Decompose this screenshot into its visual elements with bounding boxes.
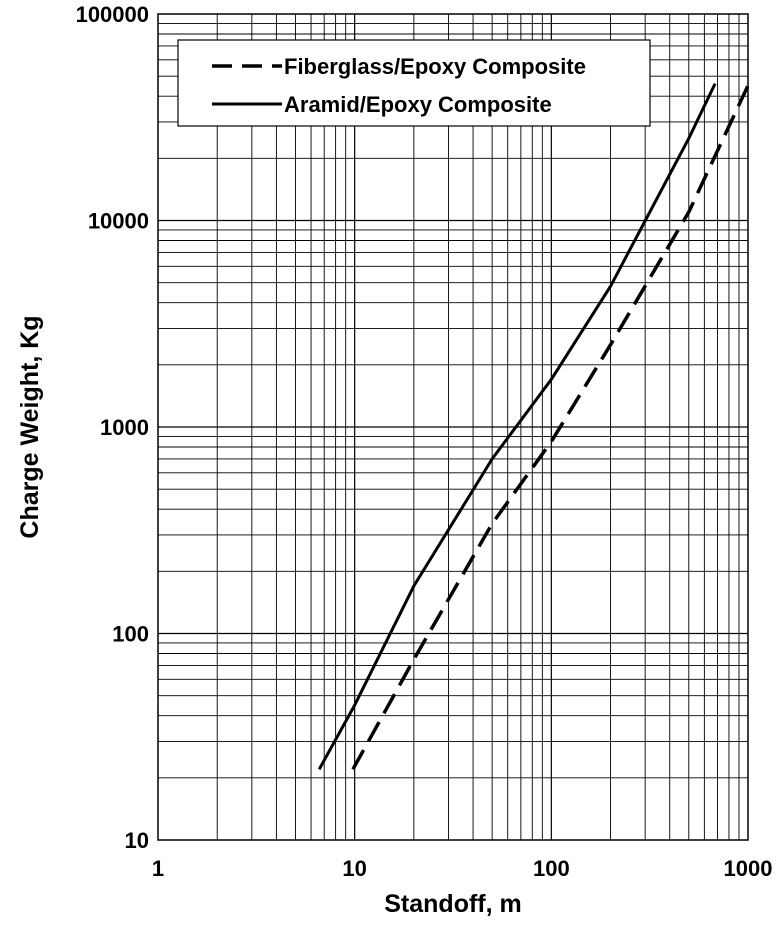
series-line-1: [317, 82, 717, 771]
legend-label-aramid: Aramid/Epoxy Composite: [284, 92, 552, 117]
x-tick-label: 1: [152, 856, 164, 881]
y-tick-label: 100000: [76, 2, 149, 27]
x-tick-label: 10: [342, 856, 366, 881]
grid: [158, 14, 748, 840]
x-tick-label: 100: [533, 856, 570, 881]
series-layer: [317, 82, 750, 771]
y-axis-title: Charge Weight, Kg: [16, 315, 44, 538]
y-tick-label: 1000: [100, 415, 149, 440]
legend-box: [177, 39, 651, 127]
y-tick-label: 100: [112, 622, 149, 647]
legend: Fiberglass/Epoxy Composite Aramid/Epoxy …: [177, 39, 651, 127]
y-tick-label: 10000: [88, 209, 149, 234]
series-line-0: [351, 84, 750, 771]
y-tick-label: 10: [125, 828, 149, 853]
x-axis-title: Standoff, m: [384, 890, 522, 918]
x-tick-label: 1000: [724, 856, 773, 881]
plot-frame: [157, 13, 749, 841]
legend-label-fiberglass: Fiberglass/Epoxy Composite: [284, 54, 586, 79]
